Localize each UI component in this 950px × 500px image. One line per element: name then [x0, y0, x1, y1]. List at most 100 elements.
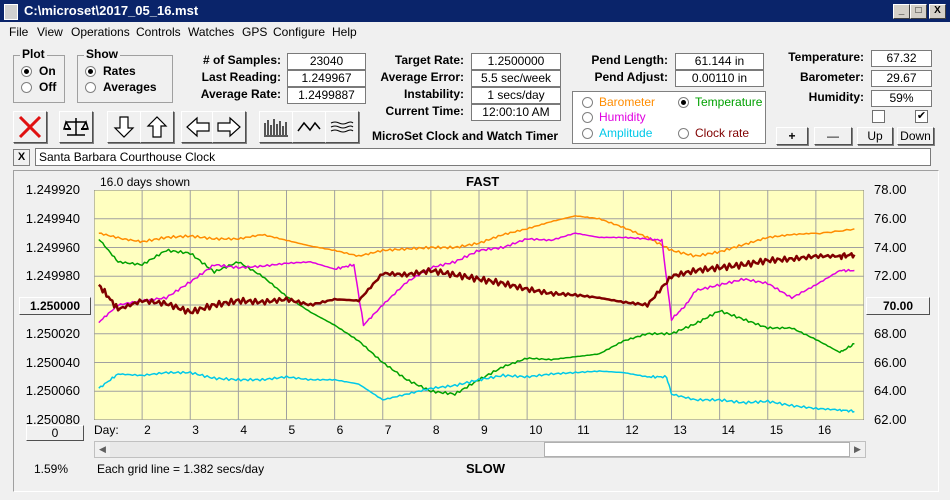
slow-label: SLOW: [466, 461, 505, 476]
menu-file[interactable]: File: [9, 25, 29, 39]
balance-button[interactable]: [59, 111, 93, 143]
left-axis-tick: 1.250040: [25, 354, 80, 370]
up-button[interactable]: Up: [857, 127, 893, 145]
app-name: MicroSet Clock and Watch Timer: [372, 129, 559, 143]
window-title: C:\microset\2017_05_16.mst: [24, 3, 199, 18]
arrow-right-button[interactable]: [212, 111, 246, 143]
temperature-radio[interactable]: [678, 97, 689, 108]
menu-configure[interactable]: Configure: [273, 25, 326, 39]
humidity-radio[interactable]: [582, 112, 593, 123]
plus-button[interactable]: +: [776, 127, 808, 145]
show-rates-radio[interactable]: [85, 66, 96, 77]
target-rate-field[interactable]: 1.2500000: [471, 53, 561, 70]
x-axis-tick: 2: [144, 423, 151, 437]
x-axis-tick: 14: [721, 423, 735, 437]
minimize-button[interactable]: _: [893, 4, 910, 19]
arrow-down-icon: [113, 116, 135, 138]
arrow-up-button[interactable]: [140, 111, 174, 143]
left-axis-tick: 1.249920: [25, 182, 80, 197]
menu-operations[interactable]: Operations: [71, 25, 130, 39]
plot-on-radio[interactable]: [21, 66, 32, 77]
temperature-field: 67.32: [871, 50, 932, 67]
amplitude-radio[interactable]: [582, 128, 593, 139]
right-axis-tick: 72.00: [874, 268, 907, 284]
menu-gps[interactable]: GPS: [242, 25, 268, 39]
pend-length-label: Pend Length:: [591, 53, 668, 67]
target-rate-label: Target Rate:: [394, 53, 464, 67]
samples-label: # of Samples:: [202, 53, 281, 67]
down-button[interactable]: Down: [897, 127, 934, 145]
zero-button[interactable]: 0: [26, 425, 84, 441]
arrow-left-button[interactable]: [181, 111, 215, 143]
arrow-right-icon: [217, 116, 241, 138]
right-axis-tick: 66.00: [874, 354, 907, 370]
barometer-radio[interactable]: [582, 97, 593, 108]
current-time-field: 12:00:10 AM: [471, 104, 561, 121]
raw-data-button[interactable]: [259, 111, 293, 143]
x-axis-tick: 13: [673, 423, 687, 437]
menu-watches[interactable]: Watches: [188, 25, 235, 39]
right-axis-tick: 78.00: [874, 182, 907, 197]
left-axis-tick: 1.250060: [25, 383, 80, 399]
amplitude-option-label: Amplitude: [599, 126, 653, 140]
days-shown-label: 16.0 days shown: [100, 175, 191, 189]
plot-group-title: Plot: [20, 47, 47, 61]
right-value-button[interactable]: 70.00: [866, 297, 930, 315]
show-averages-radio[interactable]: [85, 82, 96, 93]
pend-adjust-field[interactable]: 0.00110 in: [675, 70, 764, 87]
plot-on-label: On: [39, 64, 56, 78]
maximize-button[interactable]: □: [910, 4, 927, 19]
scroll-right-icon[interactable]: ▶: [850, 442, 865, 457]
left-value-button[interactable]: 1.250000: [19, 297, 91, 315]
x-axis-tick: 5: [288, 423, 296, 437]
minus-button[interactable]: —: [814, 127, 852, 145]
barometer-field: 29.67: [871, 70, 932, 87]
scroll-left-icon[interactable]: ◀: [95, 442, 110, 457]
plot-off-radio[interactable]: [21, 82, 32, 93]
pend-length-field[interactable]: 61.144 in: [675, 53, 764, 70]
menu-view[interactable]: View: [37, 25, 63, 39]
average-error-label: Average Error:: [380, 70, 464, 84]
x-axis-tick: 10: [529, 423, 543, 437]
average-rate-field: 1.2499887: [287, 87, 366, 104]
x-axis-tick: 11: [577, 423, 590, 437]
last-reading-field: 1.249967: [287, 70, 366, 87]
show-averages-label: Averages: [103, 80, 157, 94]
menu-help[interactable]: Help: [332, 25, 357, 39]
day-axis-label: Day:: [94, 423, 119, 437]
clock-rate-radio[interactable]: [678, 128, 689, 139]
smooth-data-button[interactable]: [292, 111, 326, 143]
clock-rate-option-label: Clock rate: [695, 126, 750, 140]
close-button[interactable]: X: [929, 4, 946, 19]
sensor-checkbox-2[interactable]: ✔: [915, 110, 928, 123]
average-data-button[interactable]: [325, 111, 359, 143]
series-temperature: [98, 238, 855, 396]
x-axis-tick: 16: [817, 423, 832, 437]
right-axis-tick: 74.00: [874, 239, 907, 255]
wavy-lines-icon: [330, 121, 354, 133]
right-axis-tick: 64.00: [874, 383, 907, 399]
arrow-left-icon: [186, 116, 210, 138]
scroll-thumb[interactable]: [544, 442, 850, 457]
stop-button[interactable]: [13, 111, 47, 143]
chart-frame: [13, 170, 939, 492]
time-scrollbar[interactable]: ◀ ▶: [94, 441, 866, 458]
sensor-checkbox-1[interactable]: [872, 110, 885, 123]
left-axis-tick: 1.250080: [25, 412, 80, 427]
right-axis-tick: 68.00: [874, 325, 907, 341]
arrow-down-button[interactable]: [107, 111, 141, 143]
last-reading-label: Last Reading:: [201, 70, 281, 84]
bar-spikes-icon: [264, 119, 288, 137]
series-barometer: [98, 215, 855, 258]
current-time-label: Current Time:: [385, 104, 464, 118]
x-axis-tick: 4: [240, 423, 248, 437]
series-clock-rate: [97, 252, 856, 315]
clock-name-field[interactable]: Santa Barbara Courthouse Clock: [35, 148, 931, 166]
clear-clock-name-button[interactable]: X: [13, 149, 30, 166]
menu-controls[interactable]: Controls: [136, 25, 181, 39]
humidity-option-label: Humidity: [599, 110, 646, 124]
right-axis-tick: 76.00: [874, 210, 907, 226]
show-rates-label: Rates: [103, 64, 136, 78]
x-axis-tick: 3: [192, 423, 199, 437]
x-axis-tick: 9: [481, 423, 488, 437]
